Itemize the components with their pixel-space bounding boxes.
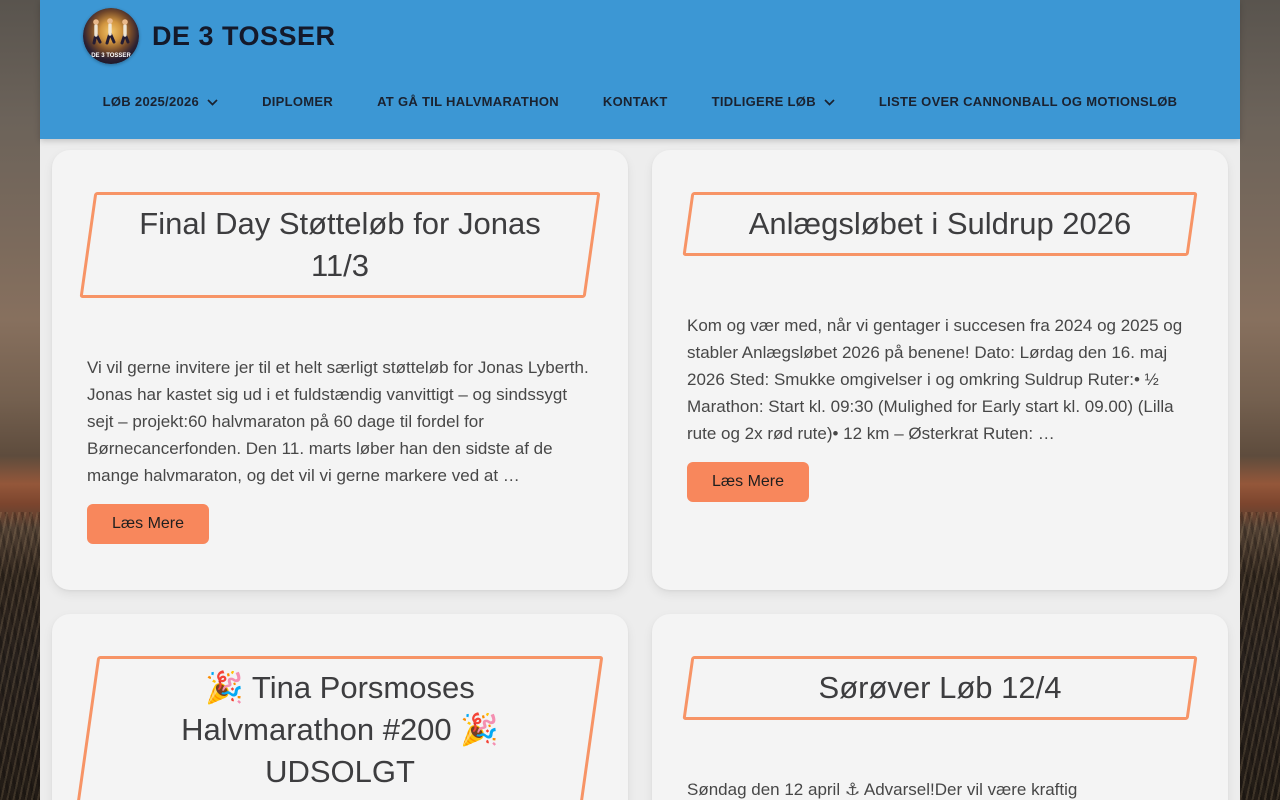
chevron-down-icon [207,98,218,106]
posts-grid: Final Day Støtteløb for Jonas 11/3 Vi vi… [40,139,1240,800]
post-title-box: 🎉 Tina Porsmoses Halvmarathon #200 🎉 UDS… [76,656,604,800]
nav-item-tidligere-lob[interactable]: TIDLIGERE LØB [712,94,835,109]
nav-item-label: DIPLOMER [262,94,334,109]
main-nav: LØB 2025/2026 DIPLOMER AT GÅ TIL HALVMAR… [40,94,1240,109]
nav-item-kontakt[interactable]: KONTAKT [603,94,668,109]
post-excerpt: Kom og vær med, når vi gentager i succes… [687,315,1183,443]
site-title[interactable]: DE 3 TOSSER [152,20,336,51]
site-logo[interactable]: DE 3 TOSSER [83,8,139,64]
post-title-box: Sørøver Løb 12/4 [682,656,1198,720]
nav-item-label: AT GÅ TIL HALVMARATHON [377,94,559,109]
post-title[interactable]: Final Day Støtteløb for Jonas 11/3 [139,206,541,283]
nav-item-label: KONTAKT [602,94,668,109]
nav-item-lob-2025-2026[interactable]: LØB 2025/2026 [103,94,218,109]
page-container: DE 3 TOSSER DE 3 TOSSER LØB 2025/2026 DI… [40,0,1240,800]
read-more-button[interactable]: Læs Mere [687,461,810,502]
nav-item-liste-over-cannonball-og-motionslob[interactable]: LISTE OVER CANNONBALL OG MOTIONSLØB [879,94,1177,109]
nav-item-label: TIDLIGERE LØB [711,94,816,109]
read-more-button[interactable]: Læs Mere [87,503,210,544]
post-card-final-day-stottelob: Final Day Støtteløb for Jonas 11/3 Vi vi… [52,150,628,590]
post-title-box: Anlægsløbet i Suldrup 2026 [682,192,1198,256]
chevron-down-icon [824,98,835,106]
nav-item-at-ga-til-halvmarathon[interactable]: AT GÅ TIL HALVMARATHON [377,94,559,109]
post-excerpt: Søndag den 12 april ⚓ Advarsel!Der vil v… [687,779,1078,799]
branding: DE 3 TOSSER DE 3 TOSSER [40,8,1240,64]
post-excerpt: Vi vil gerne invitere jer til et helt sæ… [87,357,589,485]
post-title-box: Final Day Støtteløb for Jonas 11/3 [79,192,601,298]
nav-item-label: LØB 2025/2026 [102,94,200,109]
post-card-sorover-lob: Sørøver Løb 12/4 Søndag den 12 april ⚓ A… [652,614,1228,800]
runners-logo-icon: DE 3 TOSSER [83,8,139,64]
nav-item-label: LISTE OVER CANNONBALL OG MOTIONSLØB [878,94,1178,109]
post-title[interactable]: Sørøver Løb 12/4 [818,670,1062,705]
nav-item-diplomer[interactable]: DIPLOMER [262,94,333,109]
logo-text: DE 3 TOSSER [91,53,131,59]
post-title[interactable]: 🎉 Tina Porsmoses Halvmarathon #200 🎉 UDS… [181,670,499,789]
post-card-tina-porsmoses-200: 🎉 Tina Porsmoses Halvmarathon #200 🎉 UDS… [52,614,628,800]
post-title[interactable]: Anlægsløbet i Suldrup 2026 [748,206,1132,241]
post-card-anlagslobet-suldrup: Anlægsløbet i Suldrup 2026 Kom og vær me… [652,150,1228,590]
site-header: DE 3 TOSSER DE 3 TOSSER LØB 2025/2026 DI… [40,0,1240,139]
